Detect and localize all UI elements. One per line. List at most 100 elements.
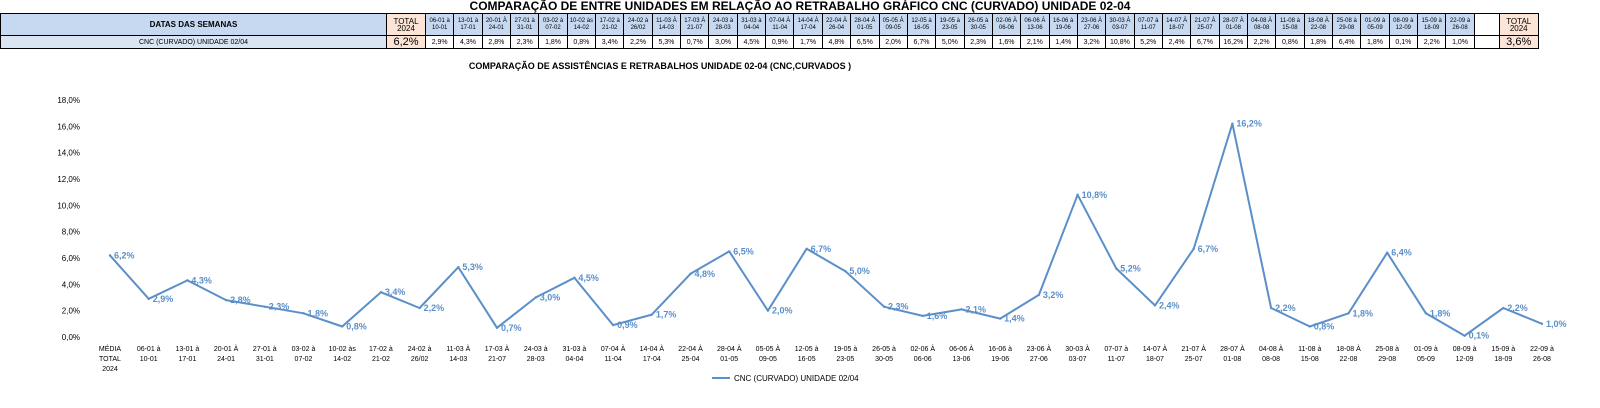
legend: CNC (CURVADO) UNIDADE 02/04 — [712, 374, 859, 383]
week-value-cell: 0,1% — [1388, 35, 1419, 49]
data-label: 0,1% — [1469, 331, 1490, 341]
week-header-cell: 11-08 à 15-08 — [1275, 13, 1305, 36]
data-label: 2,8% — [230, 295, 251, 305]
data-point — [998, 317, 1002, 320]
data-point — [1424, 312, 1428, 315]
data-label: 1,6% — [927, 311, 948, 321]
week-value-cell: 2,3% — [963, 35, 993, 49]
x-tick-label: 14-07 À 18-07 — [1143, 344, 1168, 363]
x-tick-label: 10-02 às 14-02 — [329, 346, 357, 363]
line-chart: COMPARAÇÃO DE ASSISTÊNCIAS E RETRABALHOS… — [57, 60, 1566, 383]
week-header-cell: 24-02 à 26/02 — [623, 13, 653, 36]
x-tick-label: 31-03 à 04-04 — [563, 346, 587, 363]
data-label: 2,4% — [1159, 300, 1180, 310]
right-total-label: TOTAL 2024 — [1498, 13, 1539, 36]
x-tick-label: 28-07 À 01-08 — [1220, 344, 1245, 363]
data-label: 2,9% — [153, 294, 174, 304]
week-header-cell: 22-04 À 26-04 — [821, 13, 852, 36]
data-label: 6,7% — [811, 244, 832, 254]
week-value-cell: 6,7% — [906, 35, 937, 49]
x-tick-label: 22-04 À 25-04 — [678, 344, 703, 363]
week-header-cell: 12-05 à 16-05 — [906, 13, 937, 36]
x-tick-label: 11-03 À 14-03 — [446, 344, 470, 363]
x-tick-label: 26-05 à 30-05 — [872, 346, 896, 363]
x-tick-label: 02-06 À 06-06 — [910, 344, 935, 363]
data-point — [728, 250, 731, 253]
week-value-cell: 16,2% — [1218, 35, 1248, 49]
x-tick-label: 24-03 à 28-03 — [524, 346, 548, 363]
week-header-cell: 08-09 à 12-09 — [1388, 13, 1419, 36]
y-tick-label: 0,0% — [62, 333, 80, 342]
week-header-cell: 14-04 À 17-04 — [793, 13, 823, 36]
x-tick-label: 30-03 À 03-07 — [1065, 344, 1090, 363]
total-label: TOTAL 2024 — [386, 13, 426, 36]
week-value-cell: 2,2% — [623, 35, 653, 49]
week-header-cell: 16-06 à 19-06 — [1048, 13, 1078, 36]
data-point — [1463, 334, 1466, 337]
week-value-cell: 2,1% — [1020, 35, 1050, 49]
data-point — [1269, 306, 1273, 310]
data-label: 5,2% — [1120, 264, 1141, 274]
data-label: 3,4% — [385, 287, 406, 297]
week-value-cell: 1,6% — [991, 35, 1022, 49]
week-header-cell: 31-03 à 04-04 — [736, 13, 767, 36]
header-label: DATAS DAS SEMANAS — [0, 13, 387, 36]
x-tick-label: 21-07 À 25-07 — [1181, 344, 1206, 363]
x-tick-label: 16-06 à 19-06 — [988, 346, 1012, 363]
x-tick-label: 13-01 à 17-01 — [176, 346, 200, 363]
y-axis: 0,0% 2,0% 4,0% 6,0% 8,0% 10,0% 12,0% 14,0% 16,0%… — [57, 96, 80, 342]
week-header-cell: 28-04 À 01-05 — [850, 13, 880, 36]
week-header-cell: 05-05 À 09-05 — [878, 13, 908, 36]
data-point — [573, 276, 576, 279]
data-point — [1308, 325, 1311, 328]
data-label: 6,7% — [1198, 244, 1219, 254]
chart-title: COMPARAÇÃO DE ASSISTÊNCIAS E RETRABALHOS… — [469, 60, 851, 71]
x-tick-label: 17-03 À 21-07 — [485, 344, 510, 363]
data-point — [302, 312, 305, 315]
data-point — [1231, 122, 1234, 125]
right-total-value: 3,6% — [1498, 35, 1539, 49]
week-header-cell: 14-07 À 18-07 — [1161, 13, 1192, 36]
data-label: 2,3% — [269, 302, 290, 312]
week-header-cell: 19-05 à 23-05 — [935, 13, 965, 36]
week-value-cell: 3,2% — [1076, 35, 1107, 49]
data-label: 6,5% — [733, 246, 754, 256]
week-value-cell: 5,2% — [1133, 35, 1163, 49]
x-tick-label: 07-04 À 11-04 — [601, 344, 626, 363]
week-header-cell: 30-03 À 03-07 — [1105, 13, 1135, 36]
y-tick-label: 8,0% — [62, 228, 80, 237]
data-label: 10,8% — [1082, 190, 1108, 200]
data-label: 4,3% — [191, 275, 212, 285]
week-value-cell: 2,8% — [481, 35, 512, 49]
week-value-cell: 0,7% — [680, 35, 710, 49]
data-label: 4,8% — [695, 269, 716, 279]
data-point — [147, 297, 150, 301]
data-label: 1,4% — [1004, 314, 1025, 324]
week-header-cell: 07-04 À 11-04 — [765, 13, 795, 36]
data-point — [1115, 267, 1118, 270]
x-tick-label: 12-05 à 16-05 — [795, 346, 819, 363]
data-point — [1385, 251, 1389, 254]
week-header-cell: 11-03 À 14-03 — [651, 13, 682, 36]
y-tick-label: 10,0% — [57, 201, 80, 210]
week-header-cell: 07-07 à 11-07 — [1133, 13, 1163, 36]
week-value-cell: 3,4% — [595, 35, 625, 49]
table-spacer — [1473, 35, 1500, 49]
week-header-cell: 10-02 às 14-02 — [566, 13, 597, 36]
week-header-cell: 17-03 À 21-07 — [680, 13, 710, 36]
week-header-cell: 03-02 à 07-02 — [538, 13, 568, 36]
week-value-cell: 2,4% — [1161, 35, 1192, 49]
week-value-cell: 1,8% — [1360, 35, 1390, 49]
data-point — [1192, 247, 1195, 250]
week-value-cell: 2,9% — [424, 35, 455, 49]
week-header-cell: 06-06 À 13-06 — [1020, 13, 1050, 36]
week-value-cell: 6,5% — [850, 35, 880, 49]
data-point — [882, 305, 886, 308]
page-title: COMPARAÇÃO DE ENTRE UNIDADES EM RELAÇÃO … — [469, 0, 1131, 13]
data-point — [457, 266, 460, 269]
x-tick-label: 18-08 À 22-08 — [1336, 344, 1361, 363]
week-header-cell: 02-06 À 06-06 — [991, 13, 1022, 36]
x-tick-label: 01-09 à 05-09 — [1414, 346, 1438, 363]
x-tick-label: 08-09 à 12-09 — [1453, 346, 1477, 363]
y-tick-label: 4,0% — [62, 280, 80, 289]
